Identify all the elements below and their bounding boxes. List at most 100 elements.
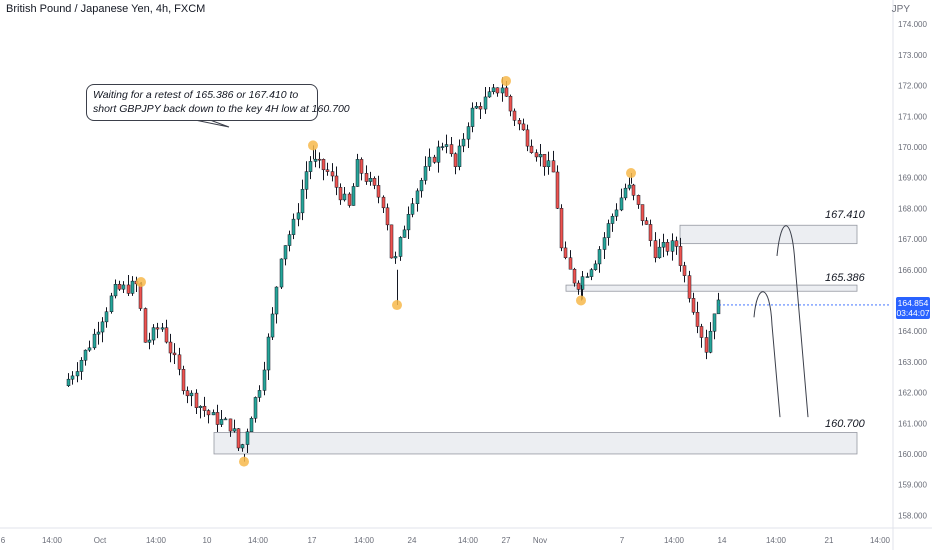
bullish-candle[interactable]: [121, 284, 126, 290]
bearish-candle[interactable]: [508, 96, 513, 112]
bullish-candle[interactable]: [368, 178, 373, 182]
bearish-candle[interactable]: [317, 158, 322, 161]
bearish-candle[interactable]: [325, 169, 330, 172]
bullish-candle[interactable]: [198, 405, 203, 408]
annotation-callout[interactable]: Waiting for a retest of 165.386 or 167.4…: [86, 84, 350, 121]
bearish-candle[interactable]: [534, 152, 539, 158]
bullish-candle[interactable]: [147, 339, 152, 343]
bullish-candle[interactable]: [436, 146, 441, 163]
bullish-candle[interactable]: [415, 190, 420, 204]
swing-point-marker[interactable]: [626, 168, 636, 179]
bullish-candle[interactable]: [708, 330, 713, 353]
bearish-candle[interactable]: [359, 159, 364, 174]
bullish-candle[interactable]: [96, 331, 101, 335]
bearish-candle[interactable]: [636, 195, 641, 205]
bullish-candle[interactable]: [100, 321, 105, 333]
bearish-candle[interactable]: [504, 87, 509, 97]
bearish-candle[interactable]: [631, 184, 636, 196]
bullish-candle[interactable]: [470, 107, 475, 127]
bullish-candle[interactable]: [627, 184, 632, 189]
bullish-candle[interactable]: [398, 237, 403, 257]
bullish-candle[interactable]: [245, 431, 250, 445]
bearish-candle[interactable]: [542, 154, 547, 167]
bearish-candle[interactable]: [576, 282, 581, 290]
bearish-candle[interactable]: [699, 326, 704, 338]
bullish-candle[interactable]: [466, 126, 471, 140]
bearish-candle[interactable]: [181, 369, 186, 391]
bullish-candle[interactable]: [406, 214, 411, 231]
bullish-candle[interactable]: [602, 237, 607, 250]
bullish-candle[interactable]: [487, 91, 492, 98]
bearish-candle[interactable]: [695, 311, 700, 327]
bearish-candle[interactable]: [512, 110, 517, 121]
bullish-candle[interactable]: [87, 347, 92, 351]
support-resistance-zone[interactable]: [565, 284, 858, 292]
bullish-candle[interactable]: [585, 276, 590, 278]
bullish-candle[interactable]: [623, 187, 628, 199]
bearish-candle[interactable]: [138, 283, 143, 309]
bearish-candle[interactable]: [682, 265, 687, 276]
bearish-candle[interactable]: [674, 240, 679, 247]
bullish-candle[interactable]: [270, 313, 275, 338]
bearish-candle[interactable]: [236, 428, 241, 449]
bearish-candle[interactable]: [525, 129, 530, 147]
swing-point-marker[interactable]: [501, 75, 511, 86]
bearish-candle[interactable]: [691, 298, 696, 313]
swing-point-marker[interactable]: [136, 277, 146, 288]
bearish-candle[interactable]: [143, 308, 148, 343]
bearish-candle[interactable]: [347, 193, 352, 206]
bearish-candle[interactable]: [648, 224, 653, 241]
bullish-candle[interactable]: [232, 428, 237, 432]
bearish-candle[interactable]: [644, 220, 649, 225]
bullish-candle[interactable]: [291, 218, 296, 235]
bearish-candle[interactable]: [551, 160, 556, 173]
bearish-candle[interactable]: [385, 207, 390, 226]
bullish-candle[interactable]: [113, 284, 118, 297]
bullish-candle[interactable]: [274, 286, 279, 315]
bearish-candle[interactable]: [555, 171, 560, 209]
bearish-candle[interactable]: [572, 268, 577, 284]
bearish-candle[interactable]: [172, 352, 177, 356]
bearish-candle[interactable]: [704, 337, 709, 353]
bullish-candle[interactable]: [661, 242, 666, 248]
bullish-candle[interactable]: [283, 245, 288, 260]
bullish-candle[interactable]: [483, 96, 488, 110]
bullish-candle[interactable]: [427, 156, 432, 167]
bearish-candle[interactable]: [687, 275, 692, 299]
bullish-candle[interactable]: [79, 359, 84, 372]
bearish-candle[interactable]: [215, 412, 220, 425]
bearish-candle[interactable]: [478, 106, 483, 110]
bullish-candle[interactable]: [491, 87, 496, 92]
swing-point-marker[interactable]: [576, 295, 586, 306]
bullish-candle[interactable]: [266, 336, 271, 371]
bullish-candle[interactable]: [92, 333, 97, 349]
bullish-candle[interactable]: [249, 418, 254, 433]
bullish-candle[interactable]: [402, 229, 407, 238]
bearish-candle[interactable]: [678, 246, 683, 266]
bearish-candle[interactable]: [177, 354, 182, 370]
bullish-candle[interactable]: [351, 186, 356, 206]
swing-point-marker[interactable]: [239, 456, 249, 467]
bearish-candle[interactable]: [155, 327, 160, 330]
bearish-candle[interactable]: [381, 196, 386, 209]
bullish-candle[interactable]: [66, 378, 71, 386]
bullish-candle[interactable]: [589, 269, 594, 277]
bullish-candle[interactable]: [313, 158, 318, 162]
bullish-candle[interactable]: [593, 263, 598, 270]
bullish-candle[interactable]: [355, 159, 360, 187]
bullish-candle[interactable]: [296, 212, 301, 220]
bullish-candle[interactable]: [716, 299, 721, 315]
bearish-candle[interactable]: [338, 187, 343, 201]
bullish-candle[interactable]: [109, 295, 114, 312]
bullish-candle[interactable]: [308, 161, 313, 172]
bearish-candle[interactable]: [521, 123, 526, 131]
bearish-candle[interactable]: [185, 390, 190, 397]
bullish-candle[interactable]: [546, 160, 551, 167]
bullish-candle[interactable]: [257, 390, 262, 398]
bearish-candle[interactable]: [449, 144, 454, 155]
bearish-candle[interactable]: [559, 208, 564, 249]
bullish-candle[interactable]: [500, 87, 505, 94]
bullish-candle[interactable]: [253, 397, 258, 419]
bearish-candle[interactable]: [568, 257, 573, 270]
bearish-candle[interactable]: [228, 418, 233, 432]
